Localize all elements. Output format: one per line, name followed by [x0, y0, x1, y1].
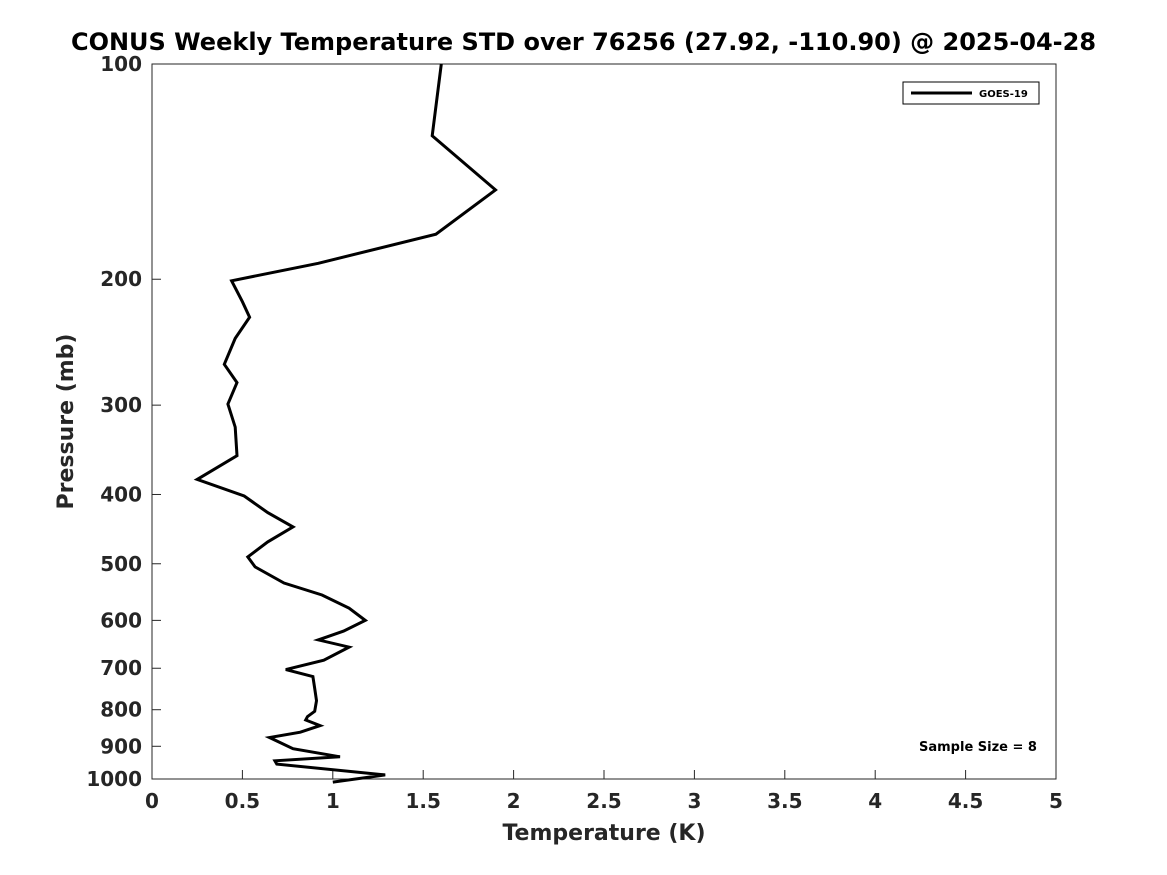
x-axis-label: Temperature (K) — [502, 821, 705, 846]
x-axis-ticks: 0 0.5 1 1.5 2 2.5 3 3.5 4 4.5 5 — [145, 770, 1063, 813]
y-axis-label: Pressure (mb) — [54, 334, 79, 510]
y-tick-label: 700 — [100, 656, 142, 680]
y-tick-label: 100 — [100, 52, 142, 76]
y-axis-ticks: 100 200 300 400 500 600 700 800 900 1000 — [86, 52, 161, 791]
x-tick-label: 5 — [1049, 789, 1063, 813]
x-tick-label: 2 — [507, 789, 521, 813]
y-tick-label: 600 — [100, 608, 142, 632]
legend[interactable]: GOES-19 — [902, 81, 1040, 105]
plot-frame — [151, 63, 1057, 780]
x-tick-label: 3.5 — [767, 789, 802, 813]
y-tick-label: 300 — [100, 393, 142, 417]
y-tick-label: 400 — [100, 482, 142, 506]
y-tick-label: 900 — [100, 734, 142, 758]
x-tick-label: 4 — [868, 789, 882, 813]
x-tick-label: 0.5 — [225, 789, 260, 813]
y-tick-label: 200 — [100, 267, 142, 291]
chart-title: CONUS Weekly Temperature STD over 76256 … — [70, 28, 1097, 56]
series-line-goes-19 — [193, 63, 498, 784]
x-tick-label: 3 — [687, 789, 701, 813]
x-tick-label: 0 — [145, 789, 159, 813]
x-tick-label: 2.5 — [586, 789, 621, 813]
y-tick-label: 500 — [100, 552, 142, 576]
y-tick-label: 1000 — [86, 767, 142, 791]
x-tick-label: 1 — [326, 789, 340, 813]
x-tick-label: 4.5 — [948, 789, 983, 813]
legend-label: GOES-19 — [979, 89, 1028, 100]
series-group — [193, 63, 498, 784]
sample-size-annotation: Sample Size = 8 — [919, 740, 1037, 755]
y-tick-label: 800 — [100, 698, 142, 722]
x-tick-label: 1.5 — [405, 789, 440, 813]
